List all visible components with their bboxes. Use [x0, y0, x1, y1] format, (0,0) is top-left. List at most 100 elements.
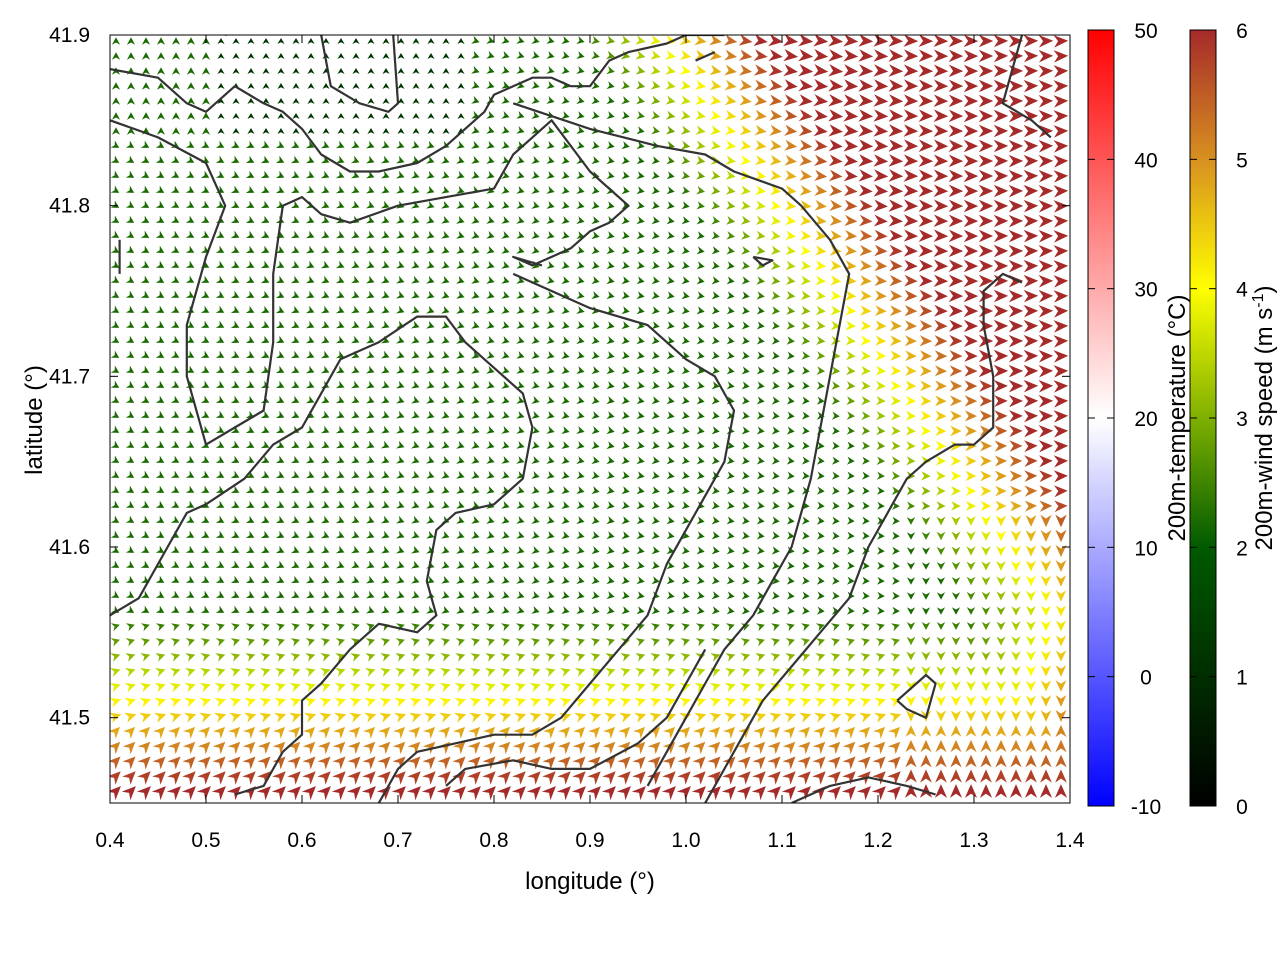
- wind-arrow: [352, 38, 360, 44]
- wind-arrow: [305, 215, 315, 224]
- wind-arrow: [996, 576, 1006, 586]
- wind-arrow: [272, 756, 286, 770]
- wind-arrow: [616, 786, 631, 801]
- wind-arrow: [396, 185, 405, 194]
- wind-arrow: [320, 440, 330, 449]
- wind-arrow: [182, 741, 196, 755]
- wind-arrow: [617, 756, 631, 770]
- wind-arrow: [229, 697, 241, 708]
- wind-arrow: [332, 771, 346, 785]
- wind-arrow: [546, 216, 555, 224]
- wind-arrow: [918, 214, 934, 227]
- wind-arrow: [350, 623, 360, 632]
- wind-arrow: [155, 545, 165, 553]
- wind-arrow: [275, 350, 285, 359]
- wind-arrow: [110, 365, 120, 373]
- wind-arrow: [351, 170, 360, 179]
- wind-arrow: [186, 82, 196, 90]
- wind-arrow: [365, 668, 376, 677]
- wind-arrow: [846, 366, 856, 376]
- wind-arrow: [756, 306, 765, 315]
- wind-arrow: [576, 471, 585, 479]
- wind-arrow: [486, 545, 495, 554]
- wind-arrow: [546, 351, 555, 359]
- wind-arrow: [546, 186, 555, 194]
- wind-arrow: [875, 623, 885, 632]
- wind-arrow: [963, 124, 979, 138]
- wind-arrow: [572, 771, 586, 785]
- wind-arrow: [918, 259, 933, 272]
- wind-arrow: [426, 470, 435, 479]
- wind-arrow: [351, 140, 360, 149]
- wind-arrow: [167, 756, 181, 770]
- wind-arrow: [771, 336, 780, 345]
- wind-arrow: [546, 426, 555, 434]
- wind-arrow: [621, 426, 630, 435]
- wind-arrow: [230, 170, 240, 178]
- wind-arrow: [801, 321, 811, 330]
- wind-arrow: [1040, 710, 1052, 722]
- wind-arrow: [247, 113, 255, 119]
- wind-arrow: [381, 155, 390, 164]
- wind-arrow: [861, 501, 870, 510]
- wind-arrow: [606, 81, 615, 90]
- wind-arrow: [1011, 560, 1021, 572]
- wind-arrow: [1011, 680, 1021, 692]
- wind-arrow: [799, 712, 812, 723]
- wind-arrow: [260, 485, 270, 494]
- wind-arrow: [978, 49, 994, 63]
- wind-arrow: [366, 545, 375, 554]
- wind-arrow: [933, 109, 949, 122]
- wind-arrow: [288, 726, 301, 739]
- wind-arrow: [950, 695, 962, 707]
- wind-arrow: [366, 560, 375, 569]
- wind-arrow: [260, 335, 270, 344]
- wind-arrow: [651, 336, 660, 345]
- wind-arrow: [694, 35, 707, 46]
- wind-arrow: [441, 320, 450, 329]
- wind-arrow: [980, 470, 992, 482]
- wind-arrow: [335, 200, 345, 209]
- wind-arrow: [186, 127, 196, 135]
- wind-arrow: [411, 455, 420, 464]
- wind-arrow: [155, 305, 165, 313]
- wind-arrow: [677, 756, 691, 770]
- wind-arrow: [576, 126, 585, 134]
- wind-arrow: [950, 440, 962, 452]
- wind-arrow: [394, 697, 406, 708]
- wind-arrow: [1008, 379, 1024, 393]
- wind-arrow: [351, 485, 360, 494]
- wind-arrow: [335, 605, 345, 614]
- wind-arrow: [275, 590, 285, 599]
- wind-arrow: [171, 52, 181, 60]
- wind-arrow: [993, 199, 1009, 213]
- wind-arrow: [680, 110, 691, 120]
- wind-arrow: [561, 441, 570, 449]
- wind-arrow: [561, 456, 570, 464]
- wind-arrow: [171, 127, 181, 135]
- wind-arrow: [351, 470, 360, 479]
- wind-arrow: [486, 65, 495, 74]
- wind-arrow: [366, 500, 375, 509]
- wind-arrow: [230, 545, 240, 553]
- wind-arrow: [770, 623, 780, 632]
- wind-arrow: [245, 245, 255, 253]
- wind-arrow: [737, 771, 751, 785]
- wind-arrow: [545, 653, 556, 662]
- wind-arrow: [1055, 620, 1067, 632]
- wind-arrow: [666, 426, 675, 435]
- wind-arrow: [1054, 500, 1068, 513]
- wind-arrow: [171, 97, 181, 105]
- wind-arrow: [918, 184, 934, 197]
- wind-arrow: [591, 591, 600, 600]
- wind-arrow: [351, 545, 360, 554]
- wind-arrow: [125, 515, 135, 523]
- wind-arrow: [724, 94, 737, 106]
- wind-arrow: [591, 201, 600, 210]
- wind-arrow: [903, 35, 919, 47]
- wind-arrow: [681, 441, 690, 450]
- wind-arrow: [438, 726, 451, 739]
- wind-arrow: [649, 682, 661, 693]
- wind-arrow: [305, 305, 315, 314]
- wind-arrow: [963, 79, 979, 93]
